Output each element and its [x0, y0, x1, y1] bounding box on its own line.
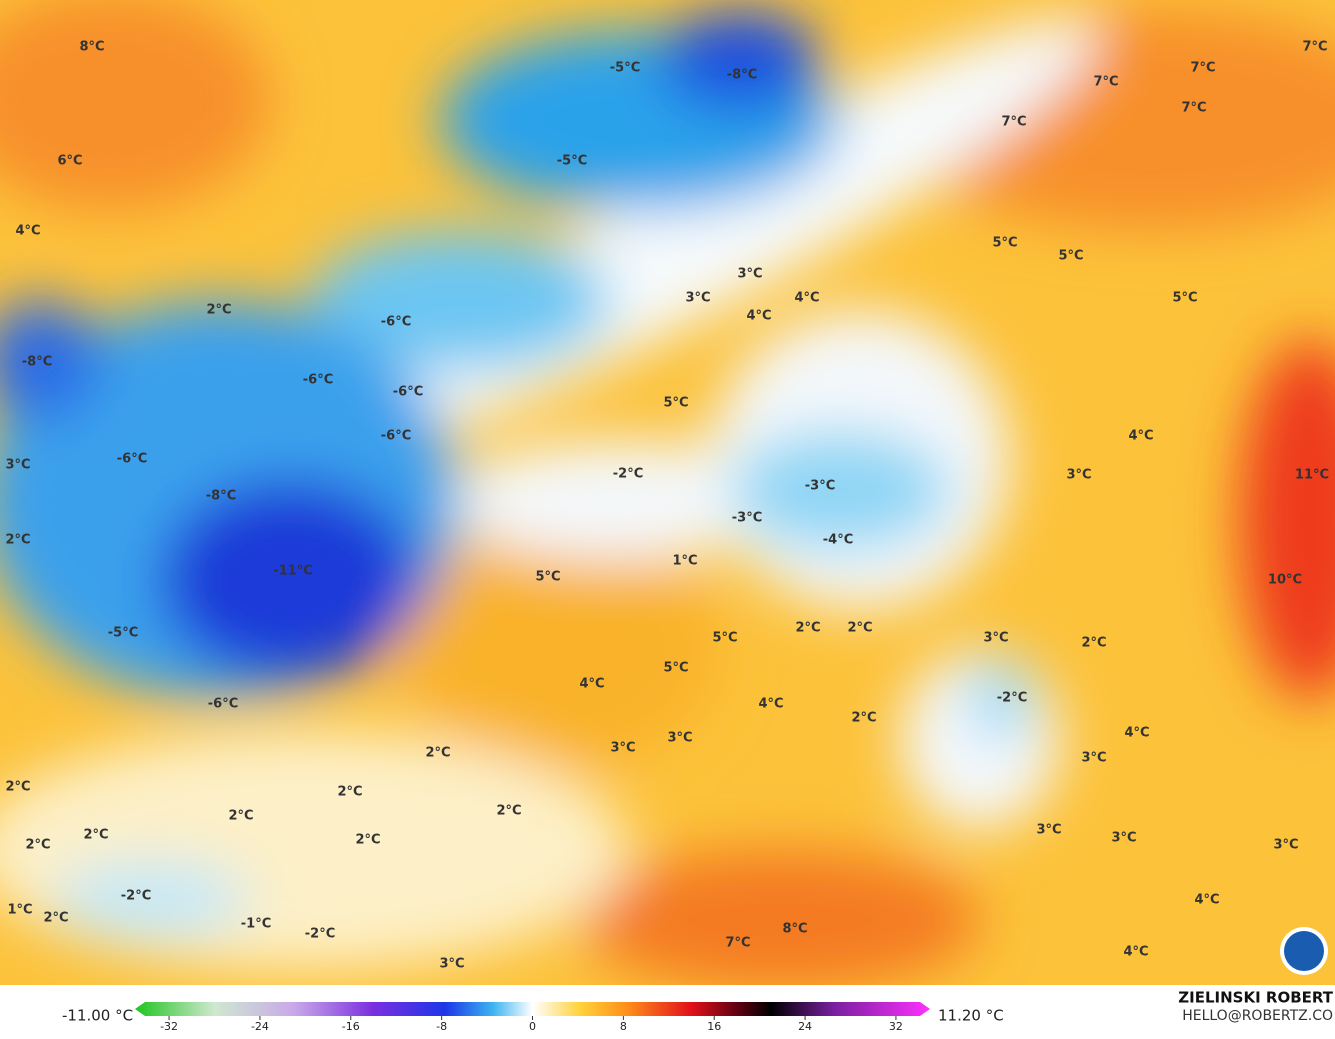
- temperature-label: -6°C: [381, 315, 411, 330]
- colorbar-tick-label: 24: [798, 1020, 812, 1033]
- temperature-label: 3°C: [667, 731, 692, 746]
- colorbar-tick-label: -32: [160, 1020, 178, 1033]
- temperature-label: 7°C: [1093, 75, 1118, 90]
- temperature-label: 4°C: [1194, 893, 1219, 908]
- temperature-label: 5°C: [1058, 249, 1083, 264]
- temperature-label: 4°C: [15, 224, 40, 239]
- colorbar-tick-label: -8: [436, 1020, 447, 1033]
- temperature-label: -11°C: [273, 564, 313, 579]
- temperature-label: 3°C: [737, 267, 762, 282]
- temperature-label: 1°C: [7, 903, 32, 918]
- max-label: 11.20 °C: [938, 1007, 1004, 1025]
- temperature-label: 2°C: [847, 621, 872, 636]
- noaa-logo: [1278, 925, 1330, 977]
- temperature-label: -3°C: [732, 511, 762, 526]
- temperature-label: 11°C: [1295, 468, 1329, 483]
- temperature-label: 2°C: [228, 809, 253, 824]
- temperature-label: 2°C: [355, 833, 380, 848]
- temperature-label: -2°C: [997, 691, 1027, 706]
- temperature-label: 4°C: [1124, 726, 1149, 741]
- colorbar-tick-label: 32: [889, 1020, 903, 1033]
- colorbar-tick-label: -24: [251, 1020, 269, 1033]
- temperature-field: [0, 0, 1335, 990]
- temperature-label: 3°C: [983, 631, 1008, 646]
- temperature-label: 5°C: [663, 661, 688, 676]
- colorbar-ticks: -32 -24 -16 -8 0 8 16 24 32: [160, 1016, 903, 1033]
- temperature-label: -1°C: [241, 917, 271, 932]
- temperature-label: -2°C: [305, 927, 335, 942]
- temperature-label: 7°C: [1302, 40, 1327, 55]
- temperature-label: -8°C: [206, 489, 236, 504]
- temperature-label: -4°C: [823, 533, 853, 548]
- temperature-label: 1°C: [672, 554, 697, 569]
- temperature-label: 2°C: [425, 746, 450, 761]
- temperature-label: -2°C: [121, 889, 151, 904]
- temperature-label: 3°C: [1081, 751, 1106, 766]
- temperature-label: 5°C: [663, 396, 688, 411]
- temperature-label: -3°C: [805, 479, 835, 494]
- temperature-label: -8°C: [22, 355, 52, 370]
- temperature-label: 5°C: [535, 570, 560, 585]
- colorbar-tick-label: -16: [342, 1020, 360, 1033]
- min-label: -11.00 °C: [62, 1007, 133, 1025]
- temperature-label: 3°C: [5, 458, 30, 473]
- credit-name: ZIELINSKI ROBERT: [1178, 989, 1333, 1007]
- colorbar: [135, 1002, 930, 1016]
- temperature-label: 3°C: [439, 957, 464, 972]
- temperature-label: 2°C: [795, 621, 820, 636]
- temperature-label: 3°C: [685, 291, 710, 306]
- temperature-label: 6°C: [57, 154, 82, 169]
- temperature-label: -6°C: [381, 429, 411, 444]
- temperature-label: 3°C: [1111, 831, 1136, 846]
- temperature-label: 2°C: [337, 785, 362, 800]
- temperature-label: -6°C: [117, 452, 147, 467]
- temperature-label: 7°C: [1190, 61, 1215, 76]
- temperature-label: 7°C: [1181, 101, 1206, 116]
- temperature-label: 2°C: [25, 838, 50, 853]
- colorbar-tick-label: 16: [707, 1020, 721, 1033]
- temperature-label: 3°C: [1273, 838, 1298, 853]
- temperature-label: 7°C: [1001, 115, 1026, 130]
- temperature-label: -2°C: [613, 467, 643, 482]
- colorbar-tick-label: 0: [529, 1020, 536, 1033]
- temperature-label: -8°C: [727, 68, 757, 83]
- temperature-label: 4°C: [758, 697, 783, 712]
- temperature-label: 2°C: [851, 711, 876, 726]
- temperature-label: 8°C: [79, 40, 104, 55]
- temperature-label: -6°C: [393, 385, 423, 400]
- temperature-label: 4°C: [1128, 429, 1153, 444]
- temperature-label: -5°C: [557, 154, 587, 169]
- colorbar-tick-label: 8: [620, 1020, 627, 1033]
- temperature-label: 2°C: [5, 533, 30, 548]
- temperature-label: 5°C: [712, 631, 737, 646]
- temperature-label: 4°C: [794, 291, 819, 306]
- temperature-label: 3°C: [610, 741, 635, 756]
- temperature-label: -6°C: [303, 373, 333, 388]
- temperature-label: 5°C: [992, 236, 1017, 251]
- temperature-label: 7°C: [725, 936, 750, 951]
- temperature-label: 2°C: [83, 828, 108, 843]
- temperature-label: -5°C: [610, 61, 640, 76]
- temperature-label: 2°C: [206, 303, 231, 318]
- temperature-label: 4°C: [746, 309, 771, 324]
- map-labels: 8°C -5°C -8°C 7°C 7°C 7°C 7°C 7°C 6°C -5°C 4°C 5°C 5…: [5, 40, 1329, 972]
- temperature-label: 4°C: [579, 677, 604, 692]
- credit-contact: HELLO@ROBERTZ.CO: [1182, 1008, 1333, 1024]
- temperature-label: 3°C: [1036, 823, 1061, 838]
- temperature-label: 8°C: [782, 922, 807, 937]
- temperature-label: 2°C: [496, 804, 521, 819]
- temperature-label: 2°C: [5, 780, 30, 795]
- temperature-label: 2°C: [43, 911, 68, 926]
- temperature-label: -5°C: [108, 626, 138, 641]
- temperature-label: -6°C: [208, 697, 238, 712]
- temperature-label: 5°C: [1172, 291, 1197, 306]
- temperature-label: 3°C: [1066, 468, 1091, 483]
- temperature-label: 10°C: [1268, 573, 1302, 588]
- temperature-label: 2°C: [1081, 636, 1106, 651]
- temperature-label: 4°C: [1123, 945, 1148, 960]
